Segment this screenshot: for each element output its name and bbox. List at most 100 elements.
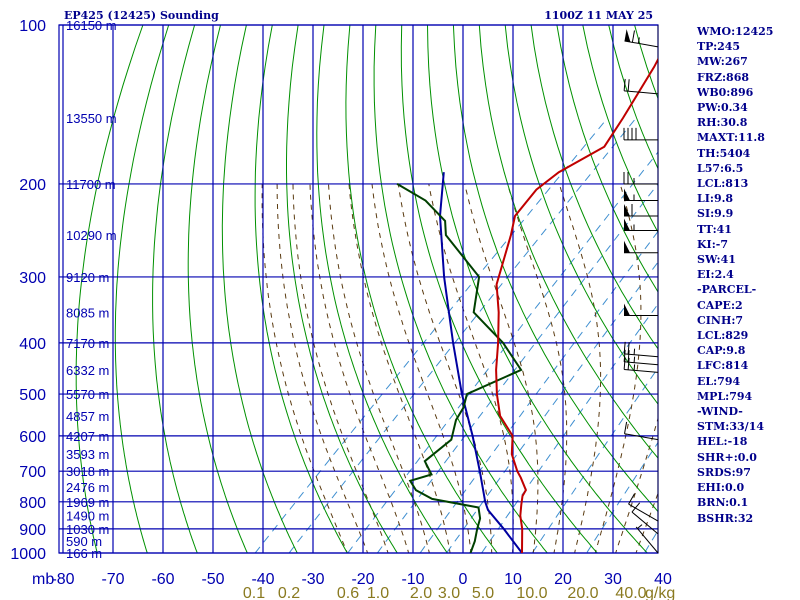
index-item: FRZ:868 bbox=[697, 70, 750, 84]
temperature-tick-label: -50 bbox=[201, 571, 224, 588]
dry-adiabat-line bbox=[478, 25, 658, 459]
pressure-label: 600 bbox=[19, 429, 46, 446]
wind-barb-half-feather bbox=[633, 348, 636, 355]
index-item: HEL:-18 bbox=[697, 435, 748, 449]
height-label: 1969 m bbox=[66, 495, 109, 510]
temperature-tick-label: 20 bbox=[554, 571, 572, 588]
moist-adiabat-line bbox=[507, 183, 568, 553]
index-item: SHR+:0.0 bbox=[697, 450, 757, 464]
wind-barbs bbox=[623, 25, 659, 554]
wind-barb bbox=[624, 203, 658, 217]
index-item: WB0:896 bbox=[697, 85, 754, 99]
dry-adiabat-line bbox=[373, 25, 548, 553]
dry-adiabat-line bbox=[286, 25, 398, 553]
mixing-ratio-unit-label: g/kg bbox=[645, 585, 675, 600]
wind-barb-pennant bbox=[624, 188, 630, 201]
dry-adiabat-line bbox=[254, 25, 348, 553]
dry-adiabat-line bbox=[427, 25, 648, 553]
plot-area bbox=[59, 25, 658, 553]
temperature-tick-label: -40 bbox=[251, 571, 274, 588]
sounding-title: EP425 (12425) Sounding bbox=[64, 9, 219, 22]
wind-barb bbox=[623, 349, 659, 366]
wind-barb bbox=[624, 188, 658, 202]
wind-barb-half-feather bbox=[637, 524, 643, 529]
moist-adiabat-line bbox=[464, 183, 539, 553]
index-item: L57:6.5 bbox=[697, 161, 744, 175]
wind-barb bbox=[624, 29, 659, 48]
wind-barb-feather bbox=[628, 493, 635, 505]
wind-barb-feather bbox=[627, 79, 630, 92]
temperature-trace bbox=[495, 57, 658, 553]
wind-barb-feather bbox=[623, 78, 626, 91]
wind-barb-staff bbox=[628, 503, 659, 522]
wind-barb bbox=[624, 240, 658, 254]
parcel-trace bbox=[438, 172, 523, 553]
wind-barb bbox=[623, 357, 659, 373]
height-label: 10290 m bbox=[66, 228, 117, 243]
pressure-label: 700 bbox=[19, 464, 46, 481]
height-label: 4207 m bbox=[66, 429, 109, 444]
wind-barb bbox=[624, 218, 658, 231]
index-item: BSHR:32 bbox=[697, 511, 754, 525]
index-item: PW:0.34 bbox=[697, 101, 748, 115]
mixing-ratio-label: 10.0 bbox=[516, 585, 547, 600]
temperature-tick-label: -20 bbox=[351, 571, 374, 588]
wind-barb-pennant bbox=[624, 218, 630, 231]
wind-barb-feather bbox=[627, 350, 630, 363]
index-item: TT:41 bbox=[697, 222, 732, 236]
wind-barb-staff bbox=[624, 361, 659, 366]
mixing-ratio-label: 40.0 bbox=[615, 585, 646, 600]
wind-barb-staff bbox=[624, 353, 659, 358]
wind-barb bbox=[623, 341, 659, 358]
wind-barb-pennant bbox=[624, 29, 631, 42]
index-item: SI:9.9 bbox=[697, 207, 734, 221]
mixing-ratio-label: 20.0 bbox=[567, 585, 598, 600]
temperature-tick-label: -60 bbox=[151, 571, 174, 588]
profiles bbox=[396, 57, 658, 553]
index-item: RH:30.8 bbox=[697, 116, 748, 130]
mixing-ratio-label: 1.0 bbox=[367, 585, 389, 600]
wind-barb-half-feather bbox=[637, 37, 640, 44]
index-item: STM:33/14 bbox=[697, 420, 764, 434]
index-item: -PARCEL- bbox=[697, 283, 757, 297]
wind-barb bbox=[623, 78, 659, 95]
height-label: 16150 m bbox=[66, 18, 117, 33]
height-label: 4857 m bbox=[66, 409, 109, 424]
temperature-tick-label: -80 bbox=[51, 571, 74, 588]
index-item: LCL:813 bbox=[697, 177, 749, 191]
wind-barb-staff bbox=[635, 526, 659, 554]
height-label: 2476 m bbox=[66, 480, 109, 495]
height-label: 8085 m bbox=[66, 305, 109, 320]
index-item: EI:2.4 bbox=[697, 268, 734, 282]
temperature-tick-label: 0 bbox=[459, 571, 468, 588]
wind-barb-feather bbox=[631, 30, 635, 43]
sounding-time: 1100Z 11 MAY 25 bbox=[544, 9, 653, 22]
mixing-ratio-label: 5.0 bbox=[472, 585, 494, 600]
wind-barb-feather bbox=[627, 342, 630, 355]
index-item: MAXT:11.8 bbox=[697, 131, 765, 145]
temperature-tick-label: -70 bbox=[101, 571, 124, 588]
wind-barb-pennant bbox=[624, 203, 630, 216]
pressure-label: 900 bbox=[19, 522, 46, 539]
wind-barb-staff bbox=[631, 511, 659, 535]
height-label: 7170 m bbox=[66, 336, 109, 351]
moist-adiabat-line bbox=[292, 183, 389, 553]
height-label: 1030 m bbox=[66, 522, 109, 537]
height-label: 166 m bbox=[66, 546, 102, 561]
wind-barb bbox=[635, 524, 659, 554]
wind-barb-half-feather bbox=[633, 364, 636, 371]
pressure-label: 800 bbox=[19, 495, 46, 512]
dry-adiabat-line bbox=[221, 25, 298, 553]
wind-barb-staff bbox=[624, 433, 659, 441]
moist-adiabat-line bbox=[276, 183, 369, 553]
mixing-ratio-label: 0.2 bbox=[278, 585, 300, 600]
index-item: CAPE:2 bbox=[697, 298, 743, 312]
temperature-tick-label: 40 bbox=[654, 571, 672, 588]
height-label: 3593 m bbox=[66, 447, 109, 462]
dry-adiabat-line bbox=[316, 25, 448, 553]
moist-adiabat-line bbox=[261, 183, 348, 553]
index-item: LI:9.8 bbox=[697, 192, 734, 206]
height-label: 11700 m bbox=[66, 177, 116, 192]
